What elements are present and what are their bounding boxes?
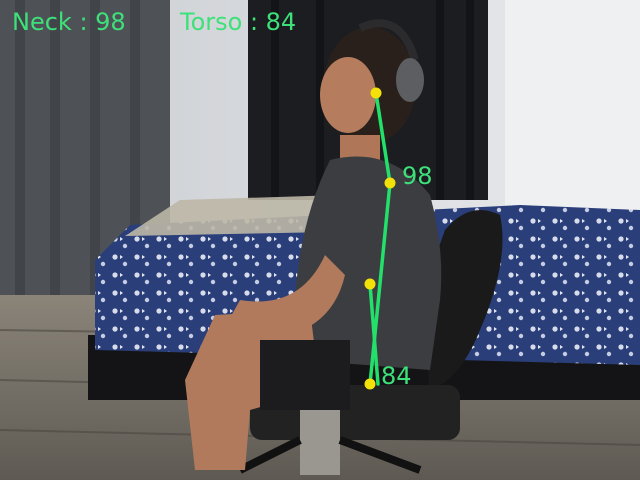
- shoulder-keypoint: [384, 177, 396, 189]
- torso-segment-line: [368, 181, 392, 386]
- pose-skeleton-overlay: [364, 87, 396, 390]
- headset-icon: [358, 19, 419, 62]
- hip-segment-line: [368, 282, 380, 386]
- office-chair-back: [420, 210, 503, 390]
- neck-angle-label: 98: [402, 162, 433, 190]
- torso-angle-label: 84: [381, 362, 412, 390]
- neck-angle-readout: Neck : 98: [12, 8, 126, 36]
- person-torso-shirt: [295, 156, 442, 370]
- torso-angle-readout: Torso : 84: [179, 8, 296, 36]
- neck-segment-line: [374, 91, 392, 185]
- hip-keypoint: [364, 378, 376, 390]
- ear-keypoint: [370, 87, 382, 99]
- bed-sheet: [125, 195, 340, 236]
- elbow-keypoint: [364, 278, 376, 290]
